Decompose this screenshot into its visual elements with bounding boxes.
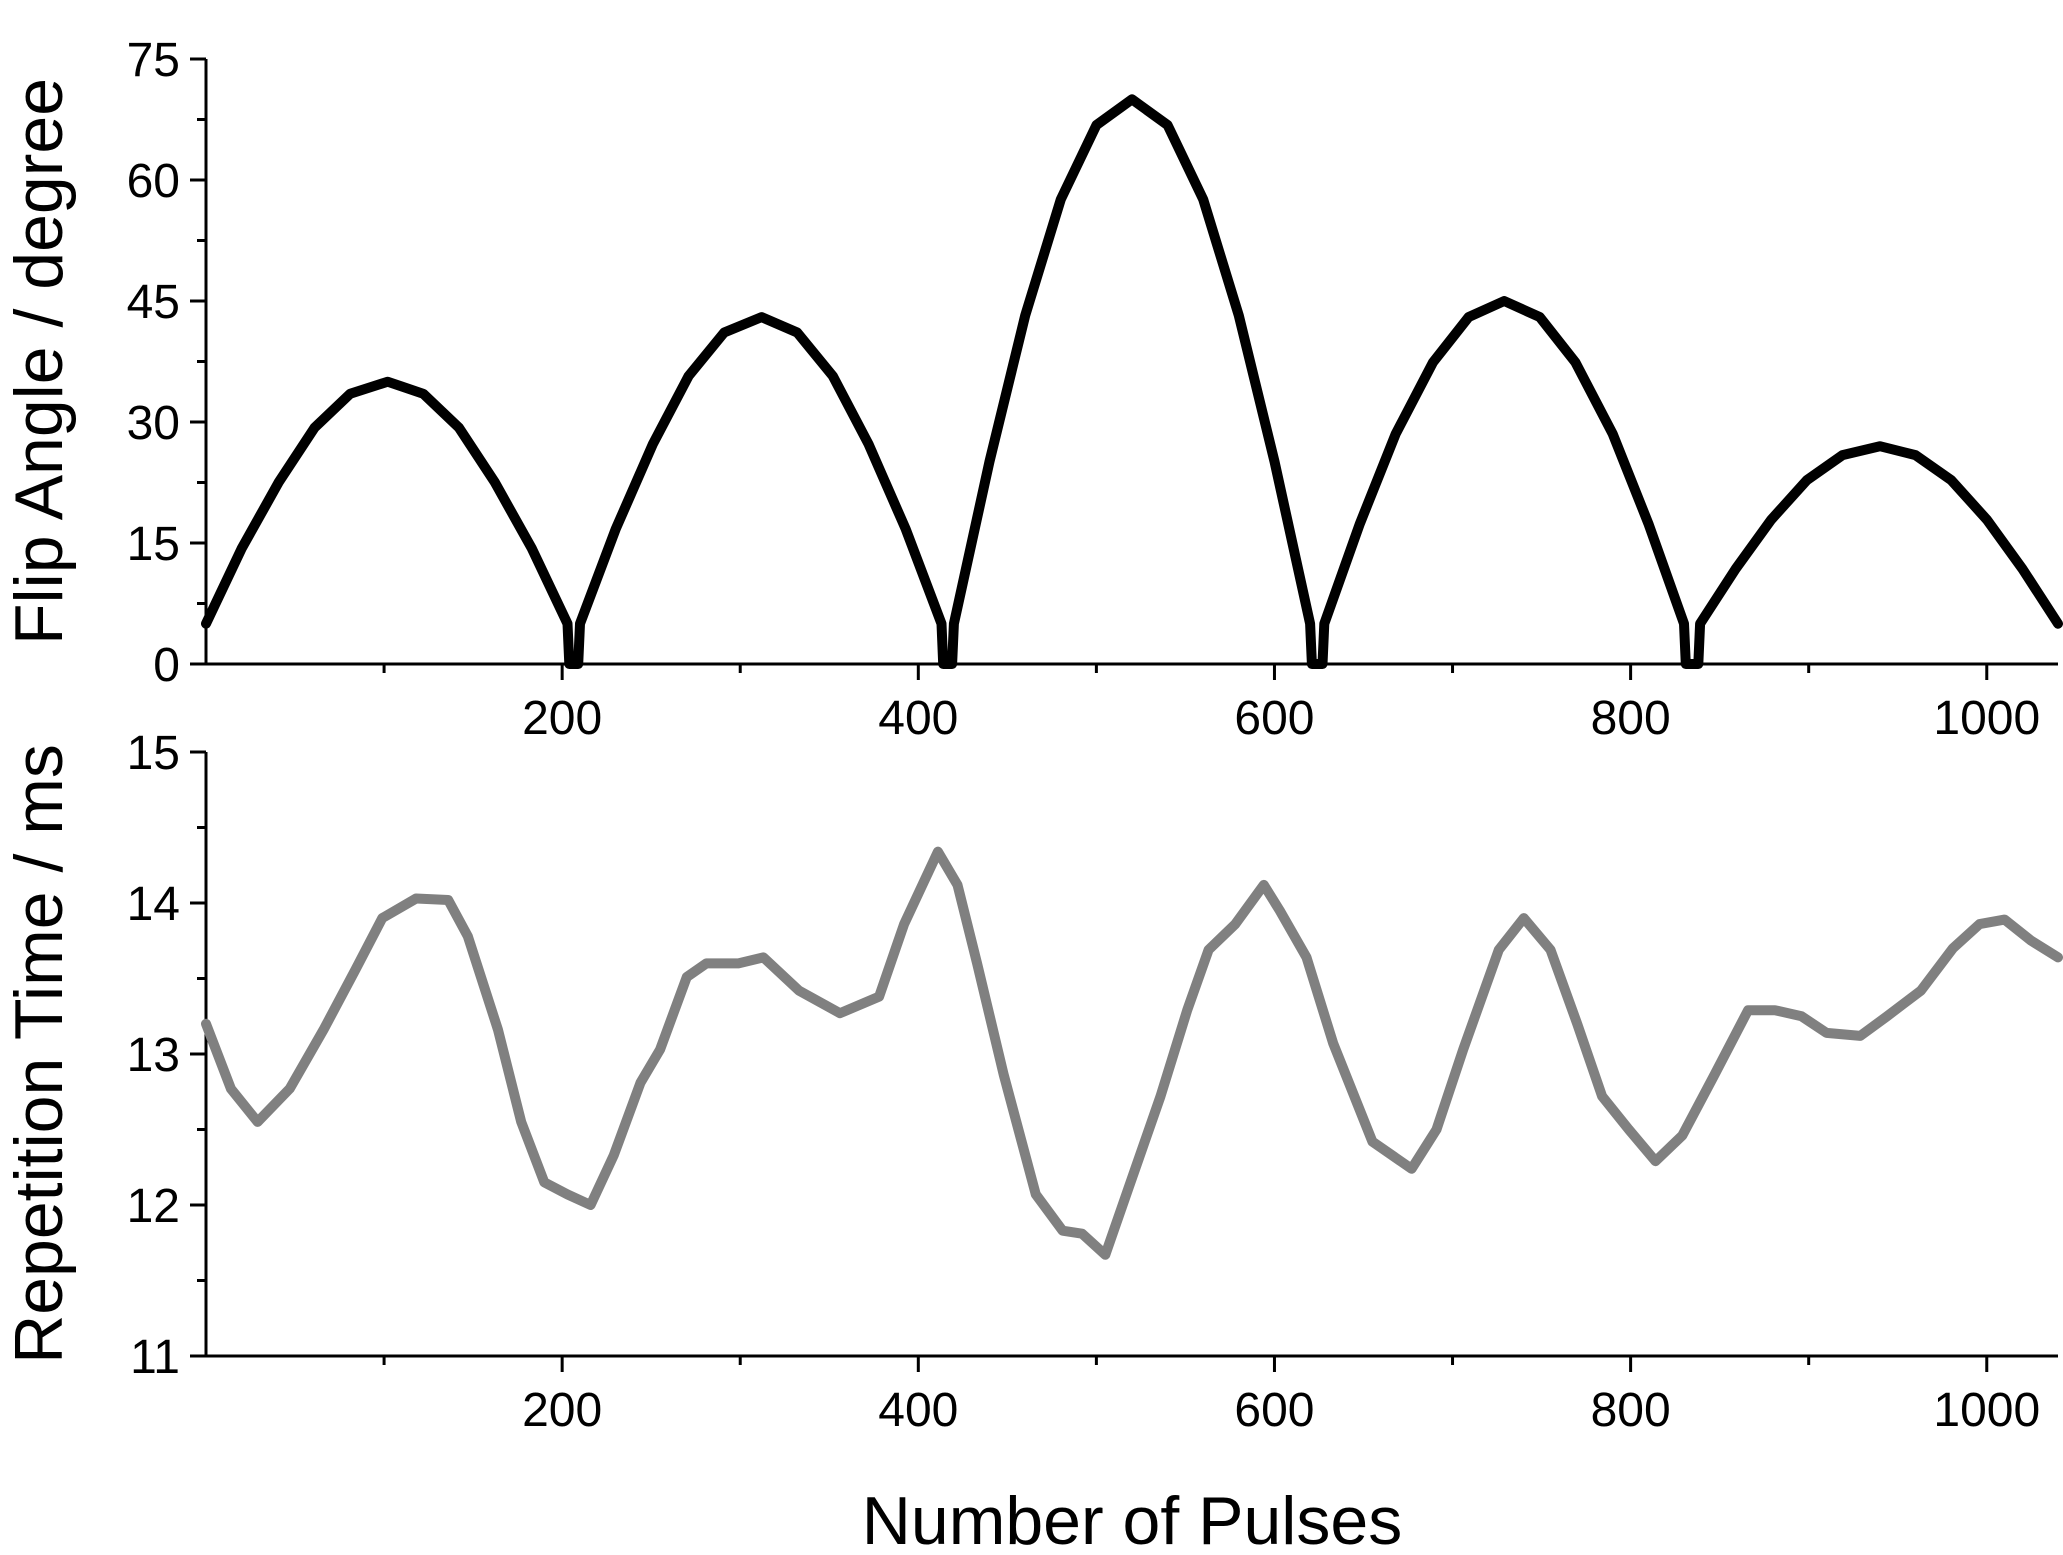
y-tick-label: 45: [127, 276, 180, 329]
x-tick-label: 200: [522, 1384, 602, 1437]
x-tick-label: 800: [1591, 1384, 1671, 1437]
x-tick-label: 400: [878, 1384, 958, 1437]
data-line: [201, 94, 2063, 669]
y-tick-label: 14: [127, 878, 180, 931]
data-line: [201, 846, 2063, 1260]
x-tick-label: 600: [1234, 1384, 1314, 1437]
x-tick-label: 1000: [1933, 692, 2040, 745]
y-tick-label: 13: [127, 1029, 180, 1082]
x-tick-label: 800: [1591, 692, 1671, 745]
y-tick-label: 11: [130, 1331, 180, 1384]
y-tick-label: 15: [127, 518, 180, 571]
y-tick-label: 75: [127, 34, 180, 87]
y-axis-title: Repetition Time / ms: [1, 744, 77, 1364]
y-tick-label: 30: [127, 397, 180, 450]
y-axis-title: Flip Angle / degree: [1, 78, 77, 645]
x-axis-title: Number of Pulses: [862, 1483, 1402, 1555]
x-tick-label: 400: [878, 692, 958, 745]
x-tick-label: 600: [1234, 692, 1314, 745]
x-tick-label: 200: [522, 692, 602, 745]
x-tick-label: 1000: [1933, 1384, 2040, 1437]
y-tick-label: 0: [153, 639, 180, 692]
y-tick-label: 60: [127, 155, 180, 208]
y-tick-label: 15: [127, 727, 180, 780]
y-tick-label: 12: [127, 1180, 180, 1233]
